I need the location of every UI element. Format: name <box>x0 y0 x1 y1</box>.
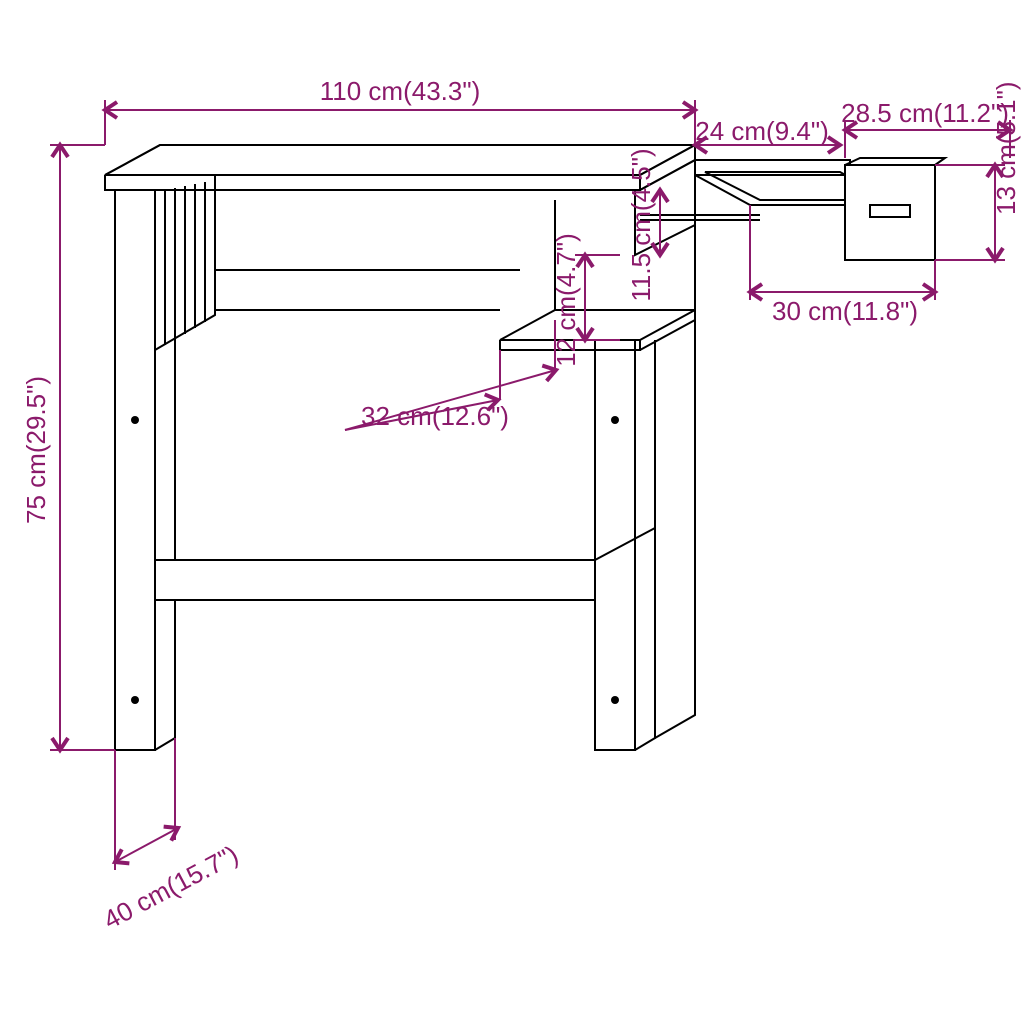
dim-drawer-inner-h: 11.5 cm(4.5") <box>626 148 660 301</box>
svg-text:40 cm(15.7"): 40 cm(15.7") <box>98 839 243 935</box>
svg-text:32 cm(12.6"): 32 cm(12.6") <box>361 401 509 431</box>
svg-text:28.5 cm(11.2"): 28.5 cm(11.2") <box>841 98 1009 128</box>
svg-text:110 cm(43.3"): 110 cm(43.3") <box>320 76 480 106</box>
dim-drawer-outer-w: 28.5 cm(11.2") <box>841 98 1010 158</box>
svg-text:30 cm(11.8"): 30 cm(11.8") <box>772 296 918 326</box>
drawer-open <box>640 158 945 260</box>
svg-text:75 cm(29.5"): 75 cm(29.5") <box>21 376 51 524</box>
svg-text:24 cm(9.4"): 24 cm(9.4") <box>695 116 829 146</box>
dim-drawer-inner-w: 24 cm(9.4") <box>695 116 840 146</box>
svg-text:13 cm(5.1"): 13 cm(5.1") <box>991 82 1021 216</box>
desk-drawing <box>105 145 945 750</box>
dim-width-top: 110 cm(43.3") <box>105 76 695 145</box>
dim-depth-bottom: 40 cm(15.7") <box>98 738 243 935</box>
svg-text:11.5 cm(4.5"): 11.5 cm(4.5") <box>626 148 656 301</box>
dim-height-left: 75 cm(29.5") <box>21 145 115 750</box>
